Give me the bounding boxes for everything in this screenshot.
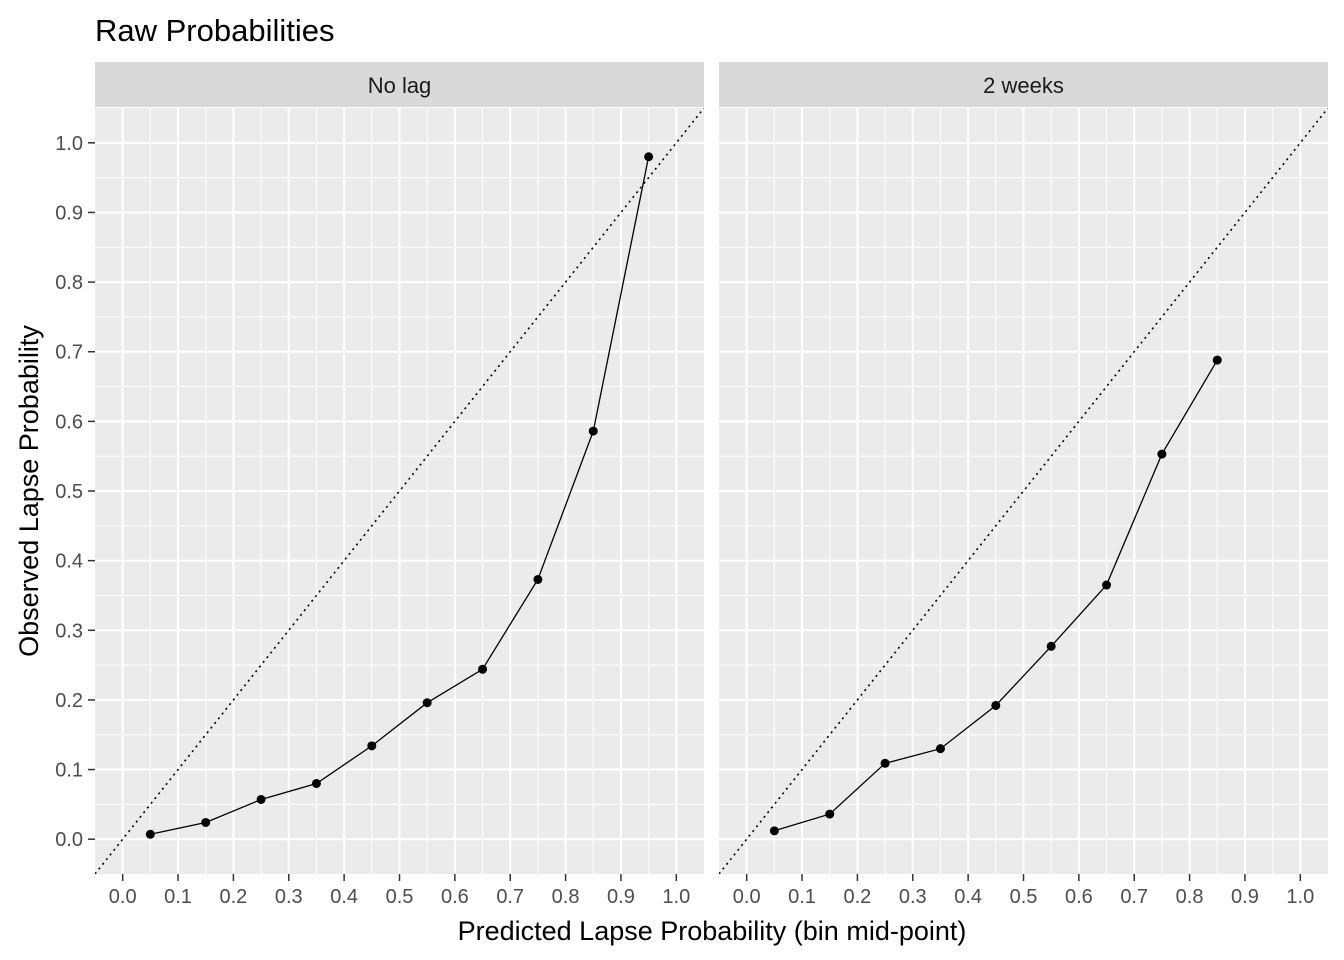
x-tick-label: 1.0 [662,886,690,908]
x-tick-label: 0.5 [386,886,414,908]
y-tick-label: 0.6 [55,411,83,433]
facet-strip [719,62,1328,107]
x-axis-title: Predicted Lapse Probability (bin mid-poi… [458,916,967,946]
facet-strip-label: 2 weeks [983,73,1064,98]
data-point [256,794,266,804]
data-point [1102,580,1112,590]
data-point [367,741,377,751]
y-tick-label: 0.8 [55,272,83,294]
data-point [533,574,543,584]
reference-line [95,108,704,874]
data-point [1212,355,1222,365]
x-tick-label: 0.9 [1231,886,1259,908]
data-point [1046,641,1056,651]
data-point [991,700,1001,710]
data-point [478,664,488,674]
reference-line [719,108,1328,874]
data-point [935,744,945,754]
y-tick-label: 0.1 [55,760,83,782]
data-point [644,152,654,162]
x-tick-label: 0.3 [899,886,927,908]
y-tick-label: 0.5 [55,481,83,503]
y-tick-label: 0.2 [55,690,83,712]
y-tick-label: 1.0 [55,133,83,155]
x-tick-label: 0.7 [496,886,524,908]
y-tick-label: 0.3 [55,620,83,642]
y-axis-title: Observed Lapse Probability [14,325,44,657]
x-tick-label: 0.1 [164,886,192,908]
y-tick-label: 0.7 [55,342,83,364]
y-tick-label: 0.4 [55,551,83,573]
data-point [825,809,835,819]
facet-strip [95,62,704,107]
x-tick-label: 0.8 [1176,886,1204,908]
data-point [201,817,211,827]
x-tick-label: 0.4 [330,886,358,908]
x-tick-label: 0.4 [954,886,982,908]
x-tick-label: 0.9 [607,886,635,908]
x-tick-label: 0.2 [220,886,248,908]
data-point [1157,449,1167,459]
x-tick-label: 0.7 [1120,886,1148,908]
data-point [588,426,598,436]
data-point [145,829,155,839]
x-tick-label: 0.1 [788,886,816,908]
data-point [422,698,432,708]
x-tick-label: 0.2 [844,886,872,908]
facet-panel-1: 2 weeks 0.0 0.1 0.2 0.3 0.4 0.5 0.6 0.7 0.8 0.9 1.0 [719,62,1328,908]
x-tick-label: 0.0 [733,886,761,908]
x-tick-label: 0.6 [1065,886,1093,908]
facet-panels: No lag 0.0 0.1 0.2 0.3 0.4 0.5 0.6 0.7 0.8 0.9 1.0 0… [55,62,1328,908]
x-tick-label: 0.0 [109,886,137,908]
x-tick-label: 0.6 [441,886,469,908]
data-point [311,778,321,788]
x-tick-label: 0.3 [275,886,303,908]
data-point [769,826,779,836]
series-line [150,156,650,835]
chart-title: Raw Probabilities [95,13,335,48]
facet-panel-0: No lag 0.0 0.1 0.2 0.3 0.4 0.5 0.6 0.7 0.8 0.9 1.0 0… [55,62,704,908]
y-tick-label: 0.9 [55,202,83,224]
x-tick-label: 0.8 [552,886,580,908]
x-tick-label: 0.5 [1010,886,1038,908]
x-tick-label: 1.0 [1286,886,1314,908]
facet-strip-label: No lag [368,73,432,98]
data-point [880,758,890,768]
y-tick-label: 0.0 [55,829,83,851]
